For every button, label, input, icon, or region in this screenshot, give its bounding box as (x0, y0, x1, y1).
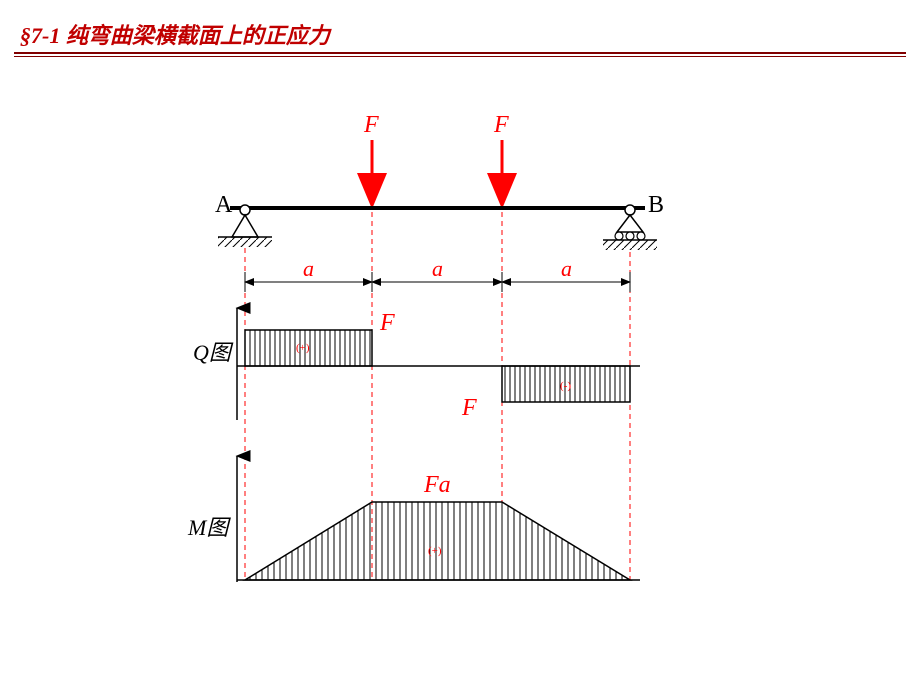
q-f-top: F (380, 310, 395, 337)
label-f2: F (494, 112, 509, 139)
q-f-bot: F (462, 395, 477, 422)
dim-a2: a (432, 256, 443, 282)
q-diagram (237, 308, 640, 420)
label-f1: F (364, 112, 379, 139)
dim-a1: a (303, 256, 314, 282)
m-fa: Fa (424, 472, 451, 499)
q-minus: (-) (560, 380, 571, 392)
label-b: B (648, 192, 664, 219)
q-plus: (+) (296, 342, 310, 354)
m-plus: (+) (428, 545, 442, 557)
dim-a3: a (561, 256, 572, 282)
q-label: Q图 (193, 335, 231, 367)
diagram-svg (0, 0, 920, 690)
m-label: M图 (188, 510, 228, 542)
label-a: A (215, 192, 232, 219)
